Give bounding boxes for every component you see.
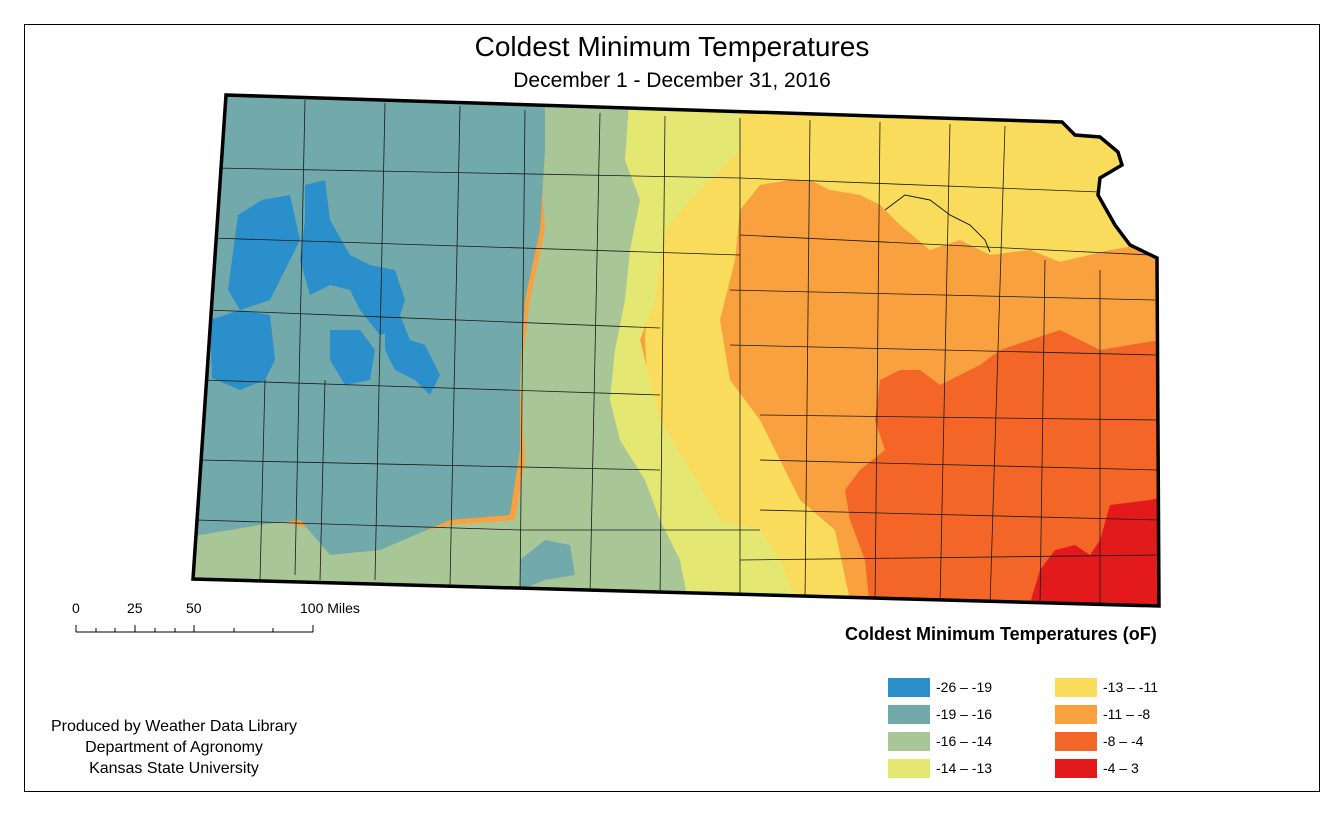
legend-label: -4 – 3 <box>1103 760 1139 776</box>
credit-line-3: Kansas State University <box>89 760 259 777</box>
zone-neg14-neg13 <box>600 95 800 606</box>
legend-swatch <box>1055 759 1097 778</box>
legend-label: -14 – -13 <box>936 760 993 776</box>
zone-neg26-neg19 <box>228 195 300 310</box>
legend-swatch <box>888 732 930 751</box>
scale-label-0: 0 <box>72 600 80 616</box>
legend-label: -19 – -16 <box>936 706 993 722</box>
legend-swatch <box>888 705 930 724</box>
map-subtitle: December 1 - December 31, 2016 <box>513 69 831 92</box>
scale-label-50: 50 <box>186 600 202 616</box>
legend-label: -26 – -19 <box>936 679 993 695</box>
legend-label: -11 – -8 <box>1103 706 1151 722</box>
zone-neg16-neg14 <box>193 95 690 606</box>
temperature-zones <box>193 95 1159 606</box>
legend-swatch <box>888 678 930 697</box>
scale-label-100: 100 Miles <box>300 600 360 616</box>
map-title: Coldest Minimum Temperatures <box>474 31 870 62</box>
legend-swatch <box>888 759 930 778</box>
legend-swatch <box>1055 705 1097 724</box>
scale-label-25: 25 <box>127 600 143 616</box>
credit-line-2: Department of Agronomy <box>85 739 263 756</box>
scale-bar <box>75 625 314 633</box>
county-lines <box>196 99 1159 606</box>
legend-label: -13 – -11 <box>1103 679 1158 695</box>
kansas-outline <box>191 93 1161 608</box>
legend-swatch <box>1055 678 1097 697</box>
zone-neg8-neg4 <box>845 325 1159 606</box>
legend-title: Coldest Minimum Temperatures (oF) <box>845 624 1157 644</box>
legend-swatch <box>1055 732 1097 751</box>
legend-label: -16 – -14 <box>936 733 993 749</box>
zone-neg4-3 <box>1028 495 1159 606</box>
credit-line-1: Produced by Weather Data Library <box>50 718 298 735</box>
legend-label: -8 – -4 <box>1103 733 1144 749</box>
zone-neg13-neg11 <box>645 95 1159 600</box>
